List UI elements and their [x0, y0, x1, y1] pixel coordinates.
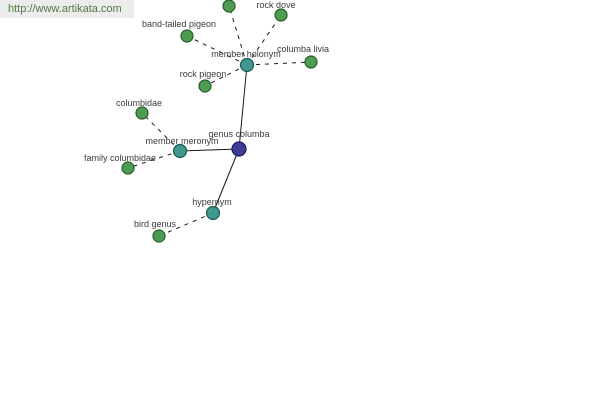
node-label-band-tailed-pigeon: band-tailed pigeon — [142, 19, 216, 29]
node-label-columba-livia: columba livia — [277, 44, 329, 54]
node-label-member-holonym: member holonym — [211, 49, 281, 59]
node-columba-livia[interactable] — [304, 55, 318, 69]
node-label-columbidae: columbidae — [116, 98, 162, 108]
node-hypernym[interactable] — [205, 205, 221, 221]
edge-hypernym-bird-genus — [158, 212, 214, 237]
url-bar: http://www.artikata.com — [0, 0, 134, 18]
edge-member-holonym-rock-dove — [246, 14, 282, 66]
url-text: http://www.artikata.com — [8, 3, 122, 15]
edge-member-holonym-rock-pigeon — [204, 64, 248, 87]
node-member-holonym[interactable] — [239, 57, 255, 73]
node-label-member-meronym: member meronym — [145, 136, 218, 146]
edge-member-holonym-genus-columba — [238, 64, 248, 150]
node-rock-pigeon[interactable] — [198, 79, 212, 93]
node-label-rock-dove: rock dove — [256, 0, 295, 10]
edge-member-holonym-columba-livia — [246, 61, 312, 66]
edge-member-meronym-genus-columba — [179, 148, 240, 152]
node-band-tailed-pigeon[interactable] — [180, 29, 194, 43]
node-genus-columba[interactable] — [231, 141, 247, 157]
node-rock-dove[interactable] — [274, 8, 288, 22]
node-unlabeled-top[interactable] — [222, 0, 236, 13]
node-label-hypernym: hypernym — [192, 197, 232, 207]
edge-member-holonym-band-tailed-pigeon — [186, 35, 248, 66]
node-label-genus-columba: genus columba — [208, 129, 269, 139]
edge-hypernym-genus-columba — [212, 148, 240, 214]
node-member-meronym[interactable] — [172, 143, 188, 159]
edge-member-holonym-unlabeled-top — [228, 5, 248, 66]
node-columbidae[interactable] — [135, 106, 149, 120]
node-label-rock-pigeon: rock pigeon — [180, 69, 227, 79]
node-label-family-columbidae: family columbidae — [84, 153, 156, 163]
edge-member-meronym-family-columbidae — [127, 150, 181, 169]
node-bird-genus[interactable] — [152, 229, 166, 243]
node-label-bird-genus: bird genus — [134, 219, 177, 229]
node-family-columbidae[interactable] — [121, 161, 135, 175]
